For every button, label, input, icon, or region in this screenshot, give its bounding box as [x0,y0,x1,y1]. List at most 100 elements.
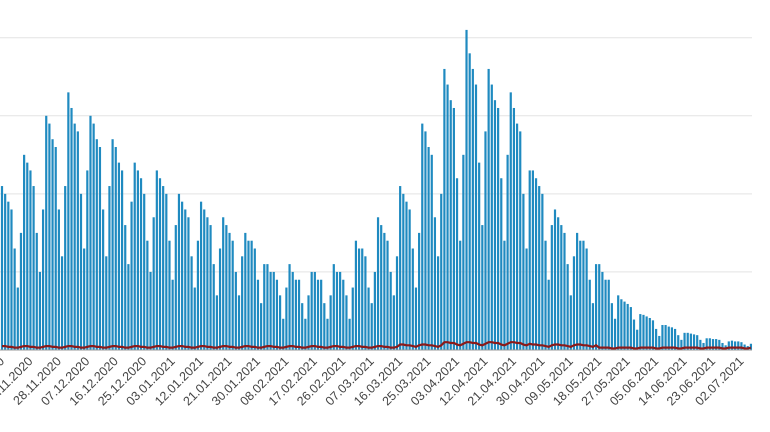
bar [692,334,696,350]
bar [512,107,516,350]
bar [642,314,645,350]
bar [168,240,171,350]
bar [459,240,462,350]
bar [617,295,620,350]
bar [702,342,705,350]
bar [471,68,474,350]
bar [364,256,367,350]
bar [386,240,389,350]
bar [541,193,544,350]
bar [711,339,715,350]
bar [629,307,632,350]
bar [35,232,38,350]
bar [623,301,626,350]
bar [250,240,253,350]
bar [260,303,263,350]
bar [582,240,585,350]
bar [38,271,42,350]
bar [335,271,339,350]
bar [427,147,430,350]
bar [560,225,563,350]
bar [215,295,218,350]
bar [544,240,547,350]
bar [70,107,73,350]
bar [594,264,598,350]
bar [98,147,102,350]
bar [83,248,86,350]
bar [269,271,272,350]
bar [225,225,228,350]
bar [455,178,459,350]
bar [114,147,117,350]
bar [620,299,623,350]
bar [405,201,408,350]
bar [326,318,329,350]
bar [367,287,370,350]
bar [734,341,737,350]
bar [174,225,177,350]
bar [509,92,512,350]
bar [234,271,237,350]
bar [120,170,124,350]
bar [389,271,392,350]
bar [538,186,541,350]
bar [670,327,674,350]
bar [171,279,174,350]
bar [73,123,76,350]
bar [443,68,446,350]
bar [399,186,402,350]
bar [301,303,304,350]
bar [686,332,689,350]
bar [177,193,181,350]
bar [143,193,146,350]
bar [601,271,604,350]
bar [329,295,332,350]
bar [705,338,708,350]
bar [339,271,342,350]
bar [190,256,193,350]
bar [158,178,162,350]
bar [263,264,266,350]
bar [591,303,595,350]
bar [680,339,683,350]
bar [743,344,746,350]
bar [351,287,354,350]
bar [79,193,83,350]
bar [10,209,13,350]
bar [354,240,358,350]
bar [651,320,655,350]
bar [29,170,32,350]
bar [127,264,130,350]
bar [452,107,455,350]
bar [285,287,288,350]
bar [576,232,579,350]
bar [16,287,19,350]
bar [585,248,588,350]
bar [165,193,168,350]
bar [440,193,443,350]
bar [689,333,692,350]
bar [563,232,566,350]
bar [607,279,610,350]
bar [288,264,291,350]
bar [446,84,449,351]
bar [579,240,582,350]
bar [462,154,465,350]
bar [468,53,471,350]
bar [658,335,661,350]
bar [130,201,133,350]
bar [402,193,405,350]
bar [316,279,320,350]
bar [519,131,522,350]
bar [664,325,667,350]
bar [683,332,686,350]
bar [7,201,10,350]
bar [380,225,383,350]
bar [86,170,89,350]
bar [181,201,184,350]
bar [357,248,361,350]
bar [4,193,7,350]
bar [361,248,364,350]
bar [566,264,569,350]
